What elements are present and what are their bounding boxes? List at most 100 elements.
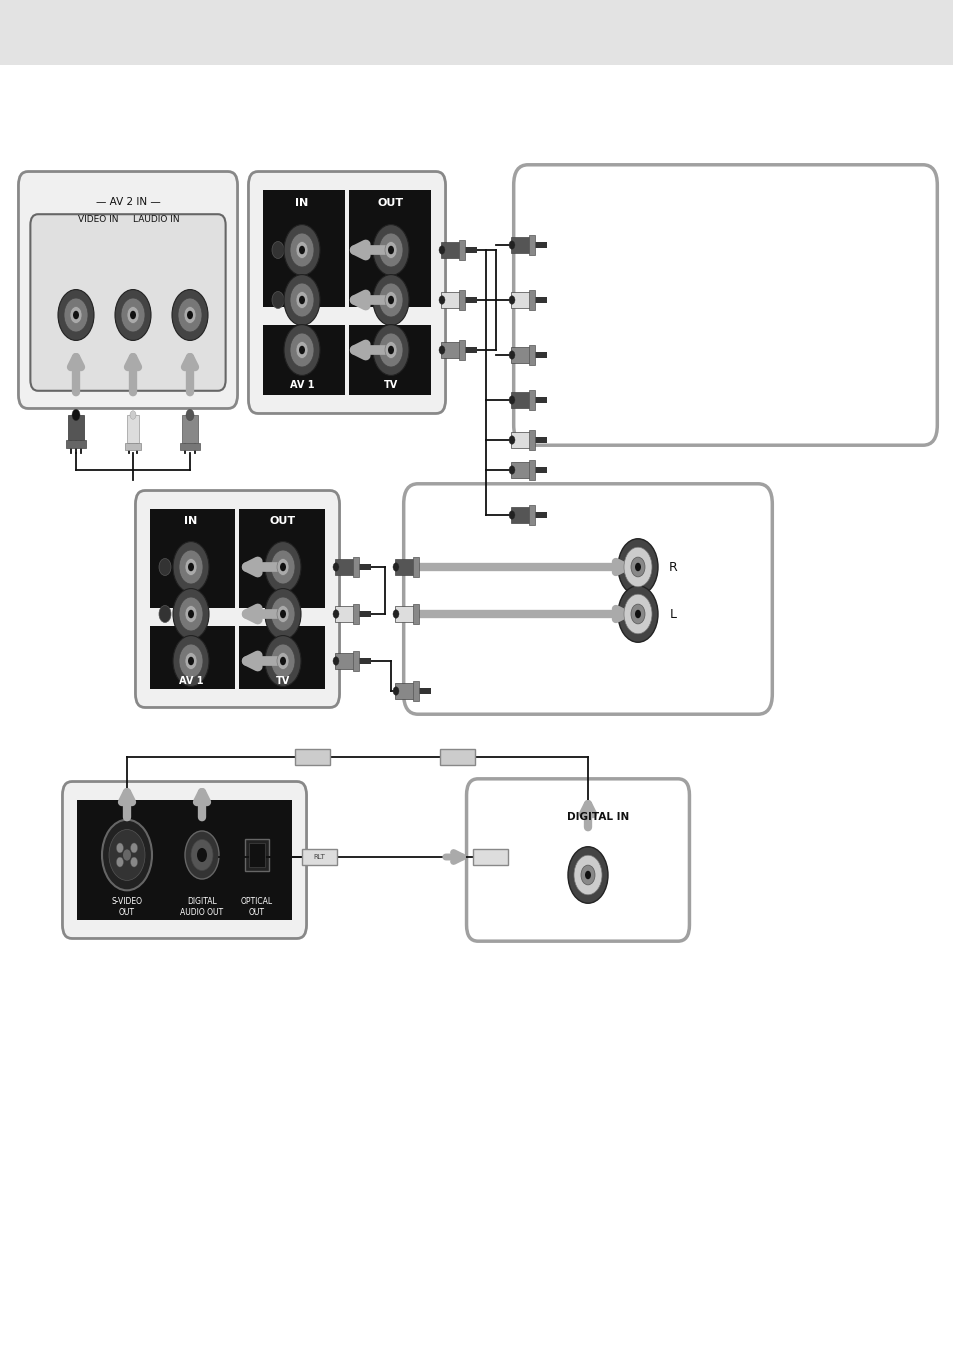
Circle shape [179, 550, 203, 584]
Bar [335, 607, 356, 621]
Text: OUT: OUT [270, 516, 295, 526]
Circle shape [509, 350, 515, 359]
Bar [529, 390, 535, 410]
Bar [535, 297, 546, 303]
Bar [245, 838, 269, 871]
Circle shape [623, 594, 651, 634]
Bar [529, 460, 535, 480]
Circle shape [185, 605, 196, 623]
Circle shape [393, 609, 398, 619]
Circle shape [179, 597, 203, 631]
Circle shape [295, 341, 308, 359]
Circle shape [185, 558, 196, 576]
Circle shape [71, 410, 80, 421]
Circle shape [333, 656, 338, 666]
Circle shape [185, 830, 219, 879]
Circle shape [191, 840, 213, 871]
Bar [413, 557, 418, 577]
Circle shape [116, 857, 123, 867]
Circle shape [271, 550, 294, 584]
Bar [127, 415, 139, 443]
Circle shape [295, 291, 308, 309]
Circle shape [58, 290, 94, 341]
Circle shape [295, 241, 308, 259]
Bar [440, 243, 462, 257]
Circle shape [159, 605, 171, 623]
Text: — AV 2 IN —: — AV 2 IN — [95, 197, 160, 208]
Circle shape [290, 333, 314, 367]
Circle shape [373, 225, 409, 275]
Bar [66, 439, 86, 448]
Circle shape [196, 848, 207, 863]
Text: RLT: RLT [313, 855, 325, 860]
Circle shape [378, 333, 402, 367]
Text: VIDEO IN: VIDEO IN [78, 216, 118, 225]
Bar [263, 325, 431, 395]
Bar [529, 345, 535, 365]
Circle shape [333, 562, 338, 572]
Bar [345, 190, 349, 395]
Bar [511, 237, 533, 253]
Bar [535, 398, 546, 403]
Circle shape [127, 306, 139, 324]
Circle shape [188, 656, 193, 666]
Circle shape [172, 290, 208, 341]
Bar [511, 431, 533, 448]
Circle shape [509, 295, 515, 305]
FancyBboxPatch shape [18, 171, 237, 408]
Circle shape [290, 283, 314, 317]
Bar [234, 625, 239, 689]
Bar [395, 607, 416, 621]
Circle shape [116, 842, 123, 853]
Bar [529, 506, 535, 524]
Bar [511, 392, 533, 408]
Bar [335, 559, 356, 576]
Bar [353, 557, 358, 577]
Bar [529, 430, 535, 450]
FancyBboxPatch shape [62, 782, 306, 938]
Circle shape [635, 562, 640, 572]
Circle shape [187, 311, 193, 319]
Circle shape [276, 605, 289, 623]
Circle shape [388, 345, 394, 355]
Circle shape [388, 295, 394, 305]
FancyBboxPatch shape [466, 779, 689, 941]
Text: L: L [669, 608, 676, 620]
Bar [150, 625, 325, 689]
Circle shape [574, 855, 601, 895]
Bar [464, 297, 476, 303]
Circle shape [276, 652, 289, 670]
Circle shape [115, 290, 151, 341]
Bar [458, 340, 464, 360]
Circle shape [280, 562, 286, 572]
Bar [358, 611, 371, 617]
Circle shape [272, 291, 284, 309]
Bar [440, 293, 462, 307]
FancyBboxPatch shape [403, 484, 772, 714]
Bar [182, 415, 198, 443]
Circle shape [618, 539, 658, 596]
Bar [440, 342, 462, 359]
Bar [353, 651, 358, 671]
Circle shape [630, 604, 644, 624]
Bar [511, 507, 533, 523]
Bar [464, 346, 476, 353]
Circle shape [109, 829, 145, 880]
Circle shape [509, 241, 515, 249]
Text: IN: IN [184, 516, 197, 526]
Bar [535, 466, 546, 473]
Bar [77, 799, 292, 919]
Bar [535, 243, 546, 248]
Circle shape [393, 686, 398, 696]
Circle shape [280, 609, 286, 619]
Circle shape [284, 325, 319, 376]
FancyBboxPatch shape [513, 164, 937, 445]
Circle shape [265, 589, 301, 639]
Circle shape [373, 325, 409, 376]
Bar [263, 307, 431, 311]
Circle shape [172, 635, 209, 686]
Circle shape [373, 275, 409, 325]
FancyBboxPatch shape [135, 491, 339, 708]
Circle shape [509, 396, 515, 404]
FancyBboxPatch shape [30, 214, 226, 391]
